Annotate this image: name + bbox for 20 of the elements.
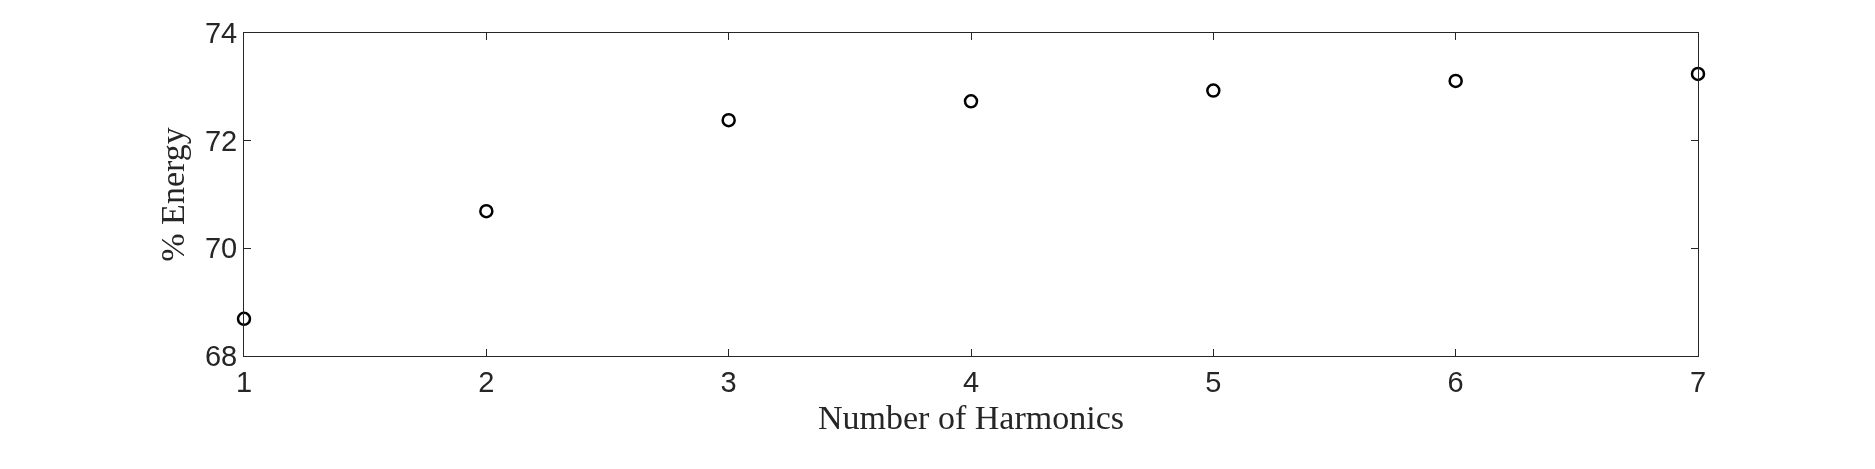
x-tick-label: 1 (235, 365, 253, 398)
y-tick-label: 72 (204, 124, 238, 157)
y-axis-title: % Energy (153, 127, 191, 262)
x-tick-label: 3 (720, 365, 737, 398)
x-axis-title: Number of Harmonics (818, 399, 1124, 437)
x-tick-label: 5 (1205, 365, 1222, 398)
point (963, 94, 979, 109)
point (1206, 83, 1221, 98)
point (1448, 73, 1463, 89)
y-tick-label: 68 (204, 340, 238, 373)
x-tick-label: 7 (1689, 365, 1707, 398)
point (479, 203, 494, 219)
x-tick-label: 4 (962, 365, 980, 398)
x-tick-label: 6 (1447, 365, 1464, 398)
point (236, 311, 252, 327)
point (1690, 66, 1706, 82)
y-tick-label: 70 (204, 232, 238, 265)
y-tick-label: 74 (204, 17, 238, 50)
x-tick-label: 2 (478, 365, 495, 398)
point (721, 112, 736, 128)
